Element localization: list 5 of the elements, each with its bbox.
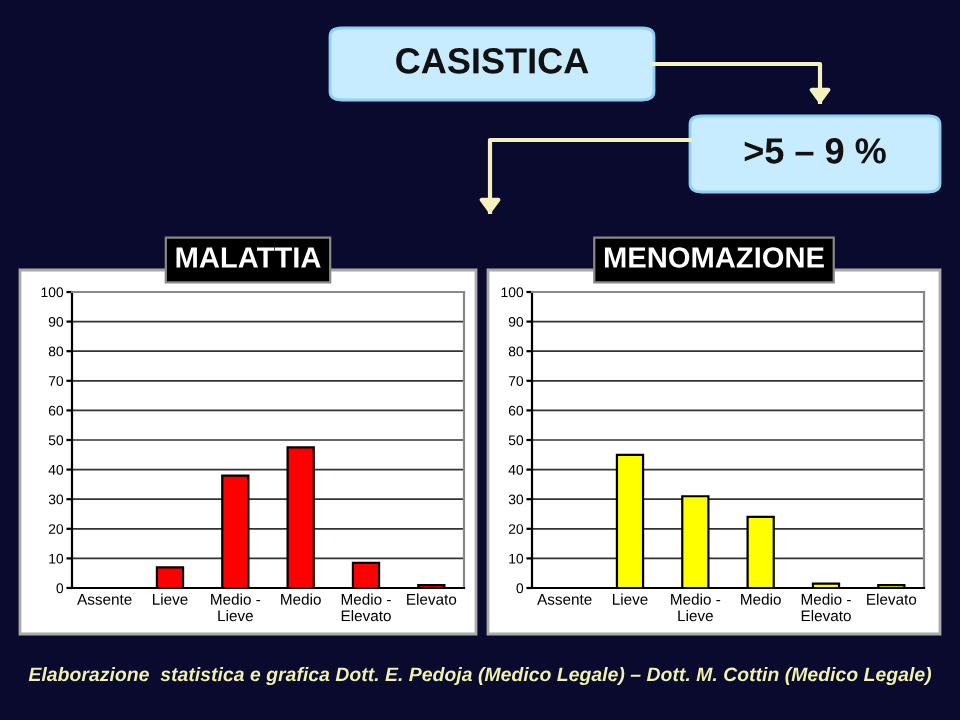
chart-title: MALATTIA bbox=[176, 247, 321, 268]
text: Elaborazione statistica e grafica Dott. E. Pedoja (Medico Legale) – Dott. M. Cottin (Medico Legale) bbox=[28, 666, 932, 686]
text: CASISTICA bbox=[396, 48, 589, 74]
chart-title: MENOMAZIONE bbox=[604, 247, 824, 268]
text: >5 – 9 % bbox=[744, 138, 886, 164]
